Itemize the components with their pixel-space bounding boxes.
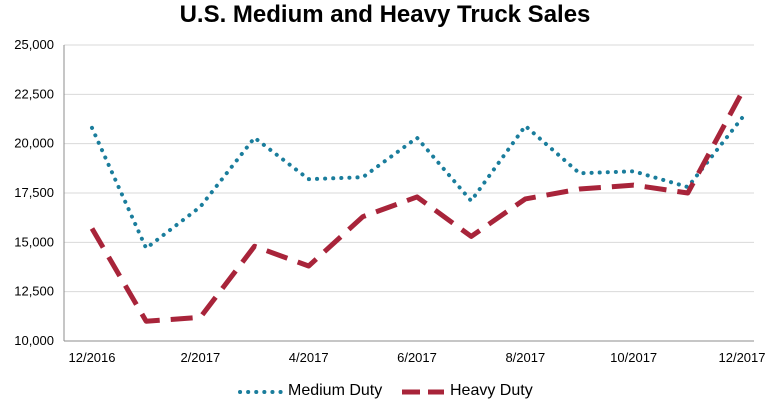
y-tick-label: 17,500 [14, 185, 54, 200]
series-lines [89, 91, 745, 324]
series-line-medium-duty [90, 116, 744, 251]
legend: Medium Duty Heavy Duty [0, 380, 770, 400]
gridlines [64, 44, 754, 293]
y-tick-label: 22,500 [14, 86, 54, 101]
x-tick-label: 10/2017 [610, 350, 657, 365]
y-tick-label: 20,000 [14, 136, 54, 151]
x-tick-label: 12/2017 [719, 350, 766, 365]
legend-swatch-medium-duty [238, 390, 284, 394]
y-tick-label: 12,500 [14, 284, 54, 299]
x-tick-label: 8/2017 [505, 350, 545, 365]
legend-swatch-heavy-duty [402, 389, 444, 395]
x-tick-label: 6/2017 [397, 350, 437, 365]
series-line-heavy-duty [89, 91, 745, 324]
axes [63, 45, 754, 342]
y-tick-label: 25,000 [14, 37, 54, 52]
x-tick-label: 4/2017 [289, 350, 329, 365]
chart-title: U.S. Medium and Heavy Truck Sales [179, 1, 591, 28]
legend-item-medium-duty: Medium Duty [238, 382, 382, 400]
x-axis-ticks: 12/2016 2/2017 4/2017 6/2017 8/2017 10/2017 12… [69, 350, 766, 365]
x-tick-label: 2/2017 [180, 350, 220, 365]
legend-item-heavy-duty: Heavy Duty [400, 382, 533, 400]
y-tick-label: 10,000 [14, 333, 54, 348]
y-axis-ticks: 10,000 12,500 15,000 17,500 20,000 22,500 25,0… [14, 37, 54, 348]
legend-label-medium-duty: Medium Duty [288, 382, 383, 399]
y-tick-label: 15,000 [14, 234, 54, 249]
legend-label-heavy-duty: Heavy Duty [450, 382, 533, 399]
x-tick-label: 12/2016 [69, 350, 116, 365]
